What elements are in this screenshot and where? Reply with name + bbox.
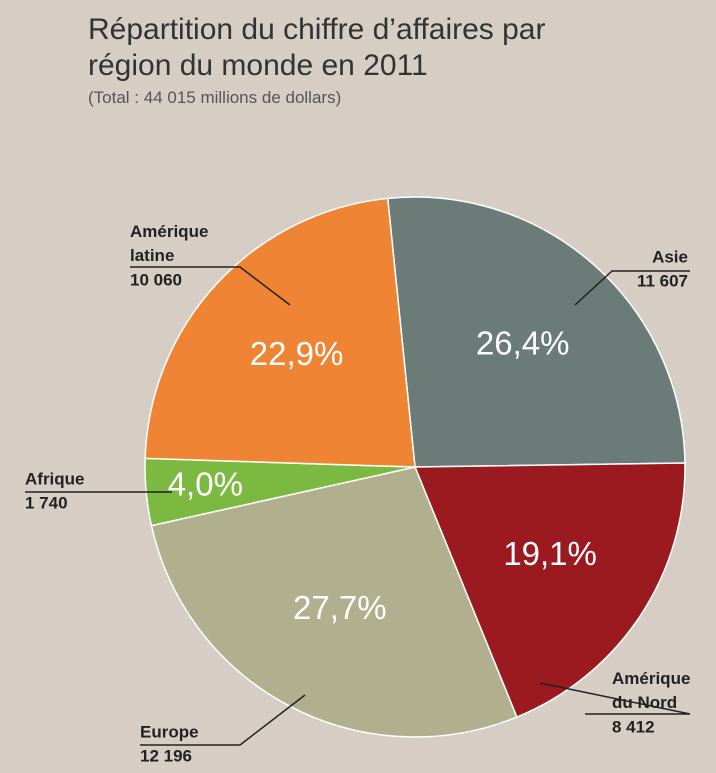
amount-label: 12 196 bbox=[140, 746, 192, 765]
leader-line bbox=[130, 266, 291, 306]
callout: Asie 11 607 bbox=[574, 247, 690, 306]
slice-percent: 4,0% bbox=[168, 465, 243, 502]
pie-slice bbox=[413, 462, 686, 719]
category-label: Europe bbox=[140, 722, 199, 741]
chart-subtitle: (Total : 44 015 millions de dollars) bbox=[88, 88, 342, 107]
callout: Amérique du Nord 8 412 bbox=[539, 669, 691, 736]
slice-percent: 22,9% bbox=[250, 335, 344, 372]
leader-line bbox=[574, 270, 690, 306]
category-label: Amérique du Nord bbox=[612, 669, 690, 712]
pie-slice bbox=[144, 197, 416, 468]
category-label: Afrique bbox=[25, 469, 85, 488]
category-label: Amérique latine bbox=[130, 222, 208, 265]
chart-title: Répartition du chiffre d’affaires par ré… bbox=[88, 13, 546, 82]
amount-label: 8 412 bbox=[612, 717, 655, 736]
label-line: latine bbox=[130, 246, 174, 265]
label-line: du Nord bbox=[612, 693, 677, 712]
callout: Amérique latine 10 060 bbox=[130, 222, 291, 306]
callout: Europe 12 196 bbox=[140, 694, 306, 765]
leader-line bbox=[539, 682, 691, 715]
category-label: Asie bbox=[652, 247, 688, 266]
amount-label: 10 060 bbox=[130, 270, 182, 289]
label-line: Amérique bbox=[612, 669, 690, 688]
leader-line bbox=[140, 694, 306, 746]
label-line: Amérique bbox=[130, 222, 208, 241]
slice-percent: 26,4% bbox=[476, 325, 570, 362]
amount-label: 1 740 bbox=[25, 493, 68, 512]
pie-slice bbox=[386, 196, 686, 468]
slice-percent: 19,1% bbox=[503, 535, 597, 572]
callout: Afrique 1 740 bbox=[25, 469, 172, 512]
slice-percent: 27,7% bbox=[293, 589, 387, 626]
amount-label: 11 607 bbox=[637, 271, 688, 290]
